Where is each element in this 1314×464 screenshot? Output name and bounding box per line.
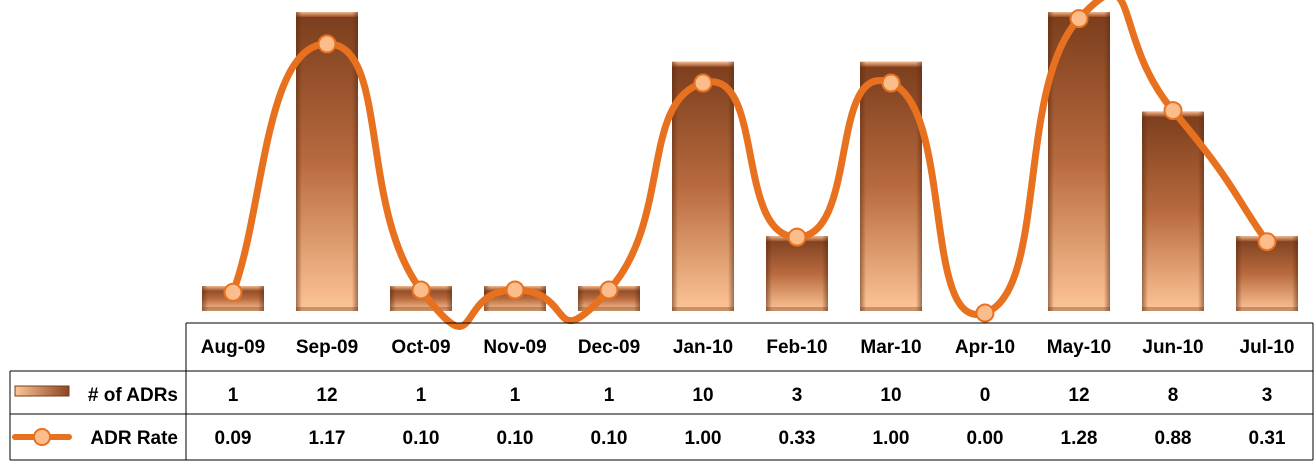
line-series <box>223 0 1277 330</box>
point-dec-09 <box>599 280 619 300</box>
adrs-count-label: 12 <box>1068 385 1089 406</box>
legend-key-adrs <box>14 385 70 397</box>
x-tick-label: Jan-10 <box>673 337 733 358</box>
adrs-count-label: 1 <box>228 385 239 406</box>
x-tick-label: Mar-10 <box>860 337 921 358</box>
adr-rate-label: 0.00 <box>967 428 1004 449</box>
bar-jun-10 <box>1142 111 1204 312</box>
point-apr-10 <box>975 303 995 323</box>
point-oct-09 <box>411 280 431 300</box>
adrs-count-label: 1 <box>416 385 427 406</box>
x-tick-label: Jun-10 <box>1142 337 1203 358</box>
adr-rate-label: 0.31 <box>1249 428 1286 449</box>
x-tick-label: May-10 <box>1047 337 1111 358</box>
x-tick-label: Sep-09 <box>296 337 358 358</box>
point-sep-09 <box>317 34 337 54</box>
adrs-count-label: 10 <box>692 385 713 406</box>
point-jul-10 <box>1257 232 1277 252</box>
bar-feb-10 <box>766 236 828 311</box>
adr-rate-label: 0.33 <box>779 428 816 449</box>
adrs-count-label: 3 <box>1262 385 1273 406</box>
point-aug-09 <box>223 282 243 302</box>
point-may-10 <box>1069 9 1089 29</box>
adrs-count-label: 1 <box>510 385 521 406</box>
legend-label-adr-rate: ADR Rate <box>90 428 178 449</box>
data-table: Aug-09 Sep-09 Oct-09 Nov-09 Dec-09 Jan-10 Feb-… <box>9 322 1314 461</box>
adrs-count-label: 8 <box>1168 385 1179 406</box>
adr-rate-label: 0.10 <box>591 428 628 449</box>
x-tick-label: Apr-10 <box>955 337 1015 358</box>
point-nov-09 <box>505 280 525 300</box>
x-tick-label: Aug-09 <box>201 337 265 358</box>
legend-key-adr-rate <box>12 428 72 446</box>
adrs-count-label: 1 <box>604 385 615 406</box>
adr-rate-label: 0.09 <box>215 428 252 449</box>
x-tick-label: Jul-10 <box>1240 337 1295 358</box>
bar-sep-09 <box>296 12 358 311</box>
adrs-count-label: 10 <box>880 385 901 406</box>
adr-rate-label: 0.10 <box>497 428 534 449</box>
legend-label-adrs: # of ADRs <box>88 385 178 406</box>
adrs-count-label: 0 <box>980 385 991 406</box>
x-tick-label: Feb-10 <box>766 337 827 358</box>
adr-rate-label: 0.88 <box>1155 428 1192 449</box>
adr-rate-label: 1.00 <box>873 428 910 449</box>
x-tick-label: Oct-09 <box>391 337 450 358</box>
bar-jan-10 <box>672 61 734 312</box>
point-jan-10 <box>693 73 713 93</box>
point-feb-10 <box>787 227 807 247</box>
adr-rate-label: 1.28 <box>1061 428 1098 449</box>
point-jun-10 <box>1163 101 1183 121</box>
adr-rate-label: 1.00 <box>685 428 722 449</box>
point-mar-10 <box>881 73 901 93</box>
x-tick-label: Nov-09 <box>483 337 546 358</box>
adr-rate-label: 1.17 <box>309 428 346 449</box>
x-tick-label: Dec-09 <box>578 337 640 358</box>
adrs-count-label: 12 <box>316 385 337 406</box>
adr-rate-label: 0.10 <box>403 428 440 449</box>
adr-rate-line <box>229 0 1271 330</box>
adrs-count-label: 3 <box>792 385 803 406</box>
